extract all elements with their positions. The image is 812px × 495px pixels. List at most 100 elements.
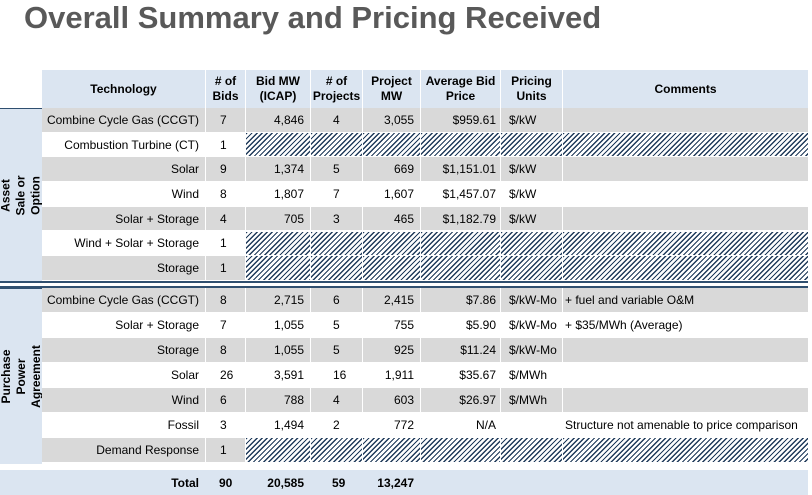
table-cell: 1,607 xyxy=(362,182,420,207)
group-label: Asset Sale or Option xyxy=(0,108,43,282)
table-cell xyxy=(562,388,808,413)
table-cell: 4 xyxy=(310,388,362,413)
table-cell: 4 xyxy=(310,108,362,133)
table-cell: 2,715 xyxy=(245,288,310,313)
table-cell: 3 xyxy=(205,413,245,438)
hatched-cell xyxy=(562,438,808,463)
table-cell: + fuel and variable O&M xyxy=(562,288,808,313)
table-cell: 1 xyxy=(205,256,245,281)
table-cell: Fossil xyxy=(42,413,205,438)
hatched-cell xyxy=(245,231,310,257)
table-cell: 5 xyxy=(310,338,362,363)
table-cell: $26.97 xyxy=(420,388,500,413)
table-cell: Wind xyxy=(42,388,205,413)
hatched-cell xyxy=(245,132,310,158)
hatched-cell xyxy=(500,132,562,158)
table-cell: Solar xyxy=(42,363,205,388)
table-cell: $/kW xyxy=(500,182,562,207)
table-cell: $1,151.01 xyxy=(420,157,500,183)
table-cell: 705 xyxy=(245,206,310,232)
table-cell: Combine Cycle Gas (CCGT) xyxy=(42,108,205,133)
table-cell: 1 xyxy=(205,132,245,158)
table-cell: 6 xyxy=(205,388,245,413)
table-cell xyxy=(562,157,808,183)
hatched-cell xyxy=(362,231,420,257)
table-cell: $/kW xyxy=(500,206,562,232)
table-cell: 3 xyxy=(310,206,362,232)
table-cell: Storage xyxy=(42,256,205,281)
table-cell xyxy=(562,108,808,133)
table-cell: Solar + Storage xyxy=(42,206,205,232)
table-cell: $1,457.07 xyxy=(420,182,500,207)
total-cell xyxy=(420,470,500,495)
column-header: Pricing Units xyxy=(500,70,562,108)
total-cell: Total xyxy=(42,470,205,495)
table-cell: 1,055 xyxy=(245,338,310,363)
table-cell: 1,807 xyxy=(245,182,310,207)
total-cell: 90 xyxy=(205,470,245,495)
table-cell: 7 xyxy=(310,182,362,207)
table-cell: 4 xyxy=(205,206,245,232)
table-cell: 8 xyxy=(205,338,245,363)
table-cell: $959.61 xyxy=(420,108,500,133)
table-cell: 1,055 xyxy=(245,313,310,338)
hatched-cell xyxy=(562,256,808,281)
table-cell: + $35/MWh (Average) xyxy=(562,313,808,338)
hatched-cell xyxy=(362,438,420,463)
table-cell: Combustion Turbine (CT) xyxy=(42,132,205,158)
table-cell: $35.67 xyxy=(420,363,500,388)
group-label-text: Purchase Power Agreement xyxy=(0,345,43,408)
table-cell: $1,182.79 xyxy=(420,206,500,232)
table-cell: $/kW xyxy=(500,108,562,133)
table-cell: 7 xyxy=(205,313,245,338)
column-header: Project MW xyxy=(362,70,420,108)
table-cell: 772 xyxy=(362,413,420,438)
table-cell: 2 xyxy=(310,413,362,438)
table-cell: Wind + Solar + Storage xyxy=(42,231,205,257)
column-header: Technology xyxy=(42,70,205,108)
table-cell: 465 xyxy=(362,206,420,232)
hatched-cell xyxy=(245,438,310,463)
table-cell: 603 xyxy=(362,388,420,413)
table-cell: 6 xyxy=(310,288,362,313)
column-header: # of Bids xyxy=(205,70,245,108)
hatched-cell xyxy=(500,256,562,281)
table-cell: 4,846 xyxy=(245,108,310,133)
table-cell xyxy=(562,338,808,363)
table-cell xyxy=(562,182,808,207)
table-cell: 3,591 xyxy=(245,363,310,388)
column-header: # of Projects xyxy=(310,70,362,108)
total-cell: 13,247 xyxy=(362,470,420,495)
table-cell: $/kW-Mo xyxy=(500,288,562,313)
hatched-cell xyxy=(362,132,420,158)
table-cell: 8 xyxy=(205,182,245,207)
hatched-cell xyxy=(310,438,362,463)
hatched-cell xyxy=(420,438,500,463)
table-cell: Storage xyxy=(42,338,205,363)
table-cell: 5 xyxy=(310,157,362,183)
total-cell: 59 xyxy=(310,470,362,495)
hatched-cell xyxy=(500,438,562,463)
table-cell xyxy=(562,363,808,388)
table-cell: Demand Response xyxy=(42,438,205,463)
table-cell: Structure not amenable to price comparis… xyxy=(562,413,808,438)
table-cell: 1,911 xyxy=(362,363,420,388)
table-cell: 925 xyxy=(362,338,420,363)
table-cell: 9 xyxy=(205,157,245,183)
table-cell: $11.24 xyxy=(420,338,500,363)
table-cell: Solar xyxy=(42,157,205,183)
table-cell: $/kW xyxy=(500,157,562,183)
hatched-cell xyxy=(310,132,362,158)
total-cell: 20,585 xyxy=(245,470,310,495)
group-label: Purchase Power Agreement xyxy=(0,288,43,464)
hatched-cell xyxy=(420,231,500,257)
table-cell: 1,494 xyxy=(245,413,310,438)
table-cell xyxy=(500,413,562,438)
page-title: Overall Summary and Pricing Received xyxy=(24,0,602,35)
column-header: Average Bid Price xyxy=(420,70,500,108)
table-cell: Wind xyxy=(42,182,205,207)
hatched-cell xyxy=(362,256,420,281)
table-cell: 669 xyxy=(362,157,420,183)
table-cell: $/kW-Mo xyxy=(500,338,562,363)
hatched-cell xyxy=(310,231,362,257)
